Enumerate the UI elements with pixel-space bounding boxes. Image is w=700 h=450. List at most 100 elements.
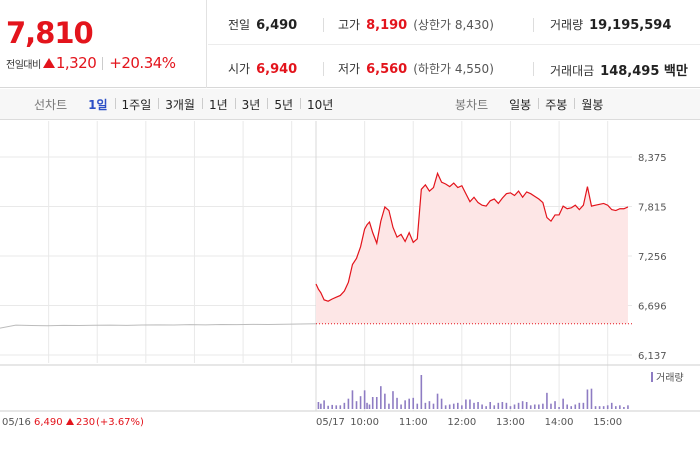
volume-bar [509, 406, 512, 409]
candle-chart-tabs: 봉차트 일봉 주봉 월봉 [455, 89, 610, 120]
tab-monthly-candle[interactable]: 월봉 [574, 96, 610, 113]
volume-bar [562, 398, 564, 409]
divider [533, 18, 534, 32]
volume-bar [489, 402, 492, 409]
volume-bar [371, 397, 374, 409]
volume-bar [554, 401, 556, 409]
change-percent: +20.34% [109, 54, 176, 72]
volume-bar [590, 388, 593, 409]
x-tick-label: 15:00 [593, 417, 622, 428]
volume-bar [465, 399, 467, 409]
volume-bar [375, 397, 378, 409]
volume-bar [614, 406, 617, 409]
stat-prev-close: 전일 6,490 [228, 16, 297, 33]
y-tick-label: 6,696 [638, 302, 667, 313]
volume-bar [420, 375, 423, 409]
tab-1w[interactable]: 1주일 [114, 96, 159, 113]
volume-bar [320, 403, 322, 409]
prev-date-label: 05/16 [2, 417, 31, 428]
volume-bar [578, 402, 581, 409]
tab-weekly-candle[interactable]: 주봉 [538, 96, 574, 113]
divider [208, 44, 700, 45]
volume-bar [497, 402, 500, 409]
volume-bar [586, 389, 589, 409]
volume-bar [327, 405, 329, 409]
volume-bar [469, 399, 471, 409]
prev-price: 6,490 [34, 417, 63, 428]
stat-label: 전일 [228, 18, 251, 32]
volume-bar [408, 398, 410, 409]
stat-value: 8,190 [366, 18, 408, 33]
volume-bar [363, 390, 366, 409]
volume-bar [598, 406, 601, 409]
stat-value: 6,490 [256, 18, 298, 33]
tab-5y[interactable]: 5년 [267, 96, 300, 113]
stat-volume: 거래량 19,195,594 [550, 16, 671, 33]
y-tick-label: 7,815 [638, 203, 667, 214]
volume-bar [619, 405, 621, 409]
volume-bar [594, 406, 597, 409]
stat-value: 148,495 백만 [600, 64, 688, 79]
volume-bars [317, 375, 629, 409]
volume-bar [538, 404, 540, 409]
price-chart: 8,375 7,815 7,256 6,696 6,137 05/17 10:00 11:00… [0, 121, 700, 450]
intraday-area [316, 173, 628, 324]
volume-bar [610, 402, 613, 409]
tab-daily-candle[interactable]: 일봉 [509, 98, 532, 112]
x-tick-label: 14:00 [545, 417, 574, 428]
volume-bar [627, 405, 629, 409]
candle-chart-group-label: 봉차트 [455, 98, 489, 112]
price-chart-svg: 8,375 7,815 7,256 6,696 6,137 05/17 10:00 11:00… [0, 121, 700, 428]
volume-bar [416, 403, 419, 409]
stat-amount: 거래대금 148,495 백만 [550, 60, 688, 79]
volume-bar [521, 401, 524, 409]
volume-bar [602, 406, 605, 409]
prev-day-line [0, 323, 317, 329]
volume-bar [432, 403, 435, 409]
line-chart-group-label: 선차트 [34, 98, 68, 112]
volume-bar [388, 403, 390, 409]
stat-label: 고가 [338, 18, 361, 32]
up-arrow-icon [66, 418, 74, 425]
volume-legend-label: 거래량 [656, 372, 684, 384]
x-tick-label: 05/17 [316, 417, 345, 428]
volume-bar [323, 400, 325, 409]
tab-1y[interactable]: 1년 [201, 96, 235, 113]
volume-bar [529, 405, 532, 409]
tab-3m[interactable]: 3개월 [158, 96, 202, 113]
y-tick-label: 7,256 [638, 252, 667, 263]
stat-limit: (하한가 4,550) [413, 62, 494, 76]
volume-bar [359, 396, 362, 409]
stat-open: 시가 6,940 [228, 60, 297, 77]
y-tick-label: 6,137 [638, 351, 667, 362]
stat-label: 시가 [228, 62, 251, 76]
quote-header: 7,810 전일대비 1,320 +20.34% 전일 6,490 고가 8,1… [0, 0, 700, 88]
stat-label: 거래량 [550, 18, 584, 32]
volume-bar [392, 391, 394, 409]
volume-bar [343, 402, 346, 409]
divider [533, 62, 534, 76]
intraday-price-line [315, 171, 629, 302]
volume-bar [517, 402, 520, 409]
change-amount: 1,320 [55, 54, 97, 72]
x-tick-label: 12:00 [447, 417, 476, 428]
volume-bar [501, 402, 504, 409]
volume-bar [481, 404, 483, 409]
volume-bar [456, 402, 459, 409]
volume-bar [347, 398, 350, 409]
stat-value: 6,560 [366, 62, 408, 77]
volume-bar [448, 404, 451, 409]
volume-bar [546, 392, 548, 409]
volume-bar [404, 400, 406, 409]
tab-10y[interactable]: 10년 [300, 96, 340, 113]
tab-3y[interactable]: 3년 [234, 96, 268, 113]
volume-bar [485, 406, 487, 409]
current-price: 7,810 [6, 16, 94, 50]
volume-bar [452, 403, 455, 409]
tab-1d[interactable]: 1일 [88, 98, 108, 112]
stat-low: 저가 6,560 (하한가 4,550) [338, 60, 494, 77]
volume-bar [428, 401, 431, 409]
volume-legend-swatch [651, 372, 653, 382]
line-chart-tabs: 선차트 1일 1주일 3개월 1년 3년 5년 10년 [34, 89, 340, 120]
volume-bar [396, 397, 398, 409]
